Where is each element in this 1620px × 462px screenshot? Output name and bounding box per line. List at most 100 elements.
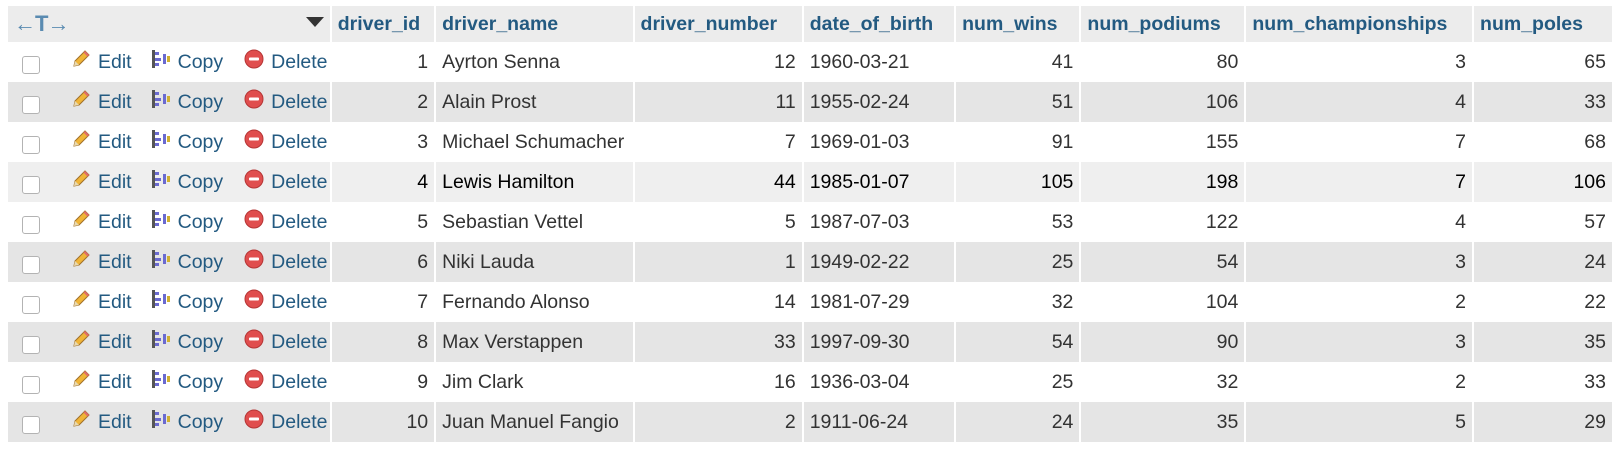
table-row[interactable]: Edit Copy Delete 7 Fernando Alonso 14 1981-07-… — [8, 282, 1612, 322]
delete-link[interactable]: Delete — [243, 48, 328, 76]
cell-num-poles[interactable]: 57 — [1474, 202, 1612, 242]
cell-num-championships[interactable]: 2 — [1246, 282, 1473, 322]
delete-link[interactable]: Delete — [243, 368, 328, 396]
cell-num-poles[interactable]: 35 — [1474, 322, 1612, 362]
cell-driver-name[interactable]: Niki Lauda — [436, 242, 633, 282]
column-header-num-podiums[interactable]: num_podiums — [1081, 6, 1245, 42]
row-checkbox[interactable] — [22, 215, 40, 234]
copy-link[interactable]: Copy — [150, 208, 223, 236]
column-header-num-poles[interactable]: num_poles — [1474, 6, 1612, 42]
row-checkbox[interactable] — [22, 55, 40, 74]
cell-num-poles[interactable]: 33 — [1474, 82, 1612, 122]
cell-driver-number[interactable]: 44 — [634, 162, 802, 202]
copy-link[interactable]: Copy — [150, 368, 223, 396]
cell-driver-number[interactable]: 5 — [634, 202, 802, 242]
table-row[interactable]: Edit Copy Delete 9 Jim Clark 16 1936-03-04 25 32… — [8, 362, 1612, 402]
cell-driver-name[interactable]: Ayrton Senna — [436, 42, 633, 82]
cell-driver-number[interactable]: 2 — [634, 402, 802, 442]
edit-link[interactable]: Edit — [70, 328, 132, 356]
edit-link[interactable]: Edit — [70, 248, 132, 276]
cell-num-podiums[interactable]: 54 — [1081, 242, 1245, 282]
table-row[interactable]: Edit Copy Delete 1 Ayrton Senna 12 1960-03-21 4… — [8, 42, 1612, 82]
cell-driver-name[interactable]: Max Verstappen — [436, 322, 633, 362]
cell-date-of-birth[interactable]: 1997-09-30 — [803, 322, 955, 362]
cell-num-poles[interactable]: 68 — [1474, 122, 1612, 162]
cell-date-of-birth[interactable]: 1985-01-07 — [803, 162, 955, 202]
table-row[interactable]: Edit Copy Delete 3 Michael Schumacher 7 1969-0… — [8, 122, 1612, 162]
cell-num-poles[interactable]: 33 — [1474, 362, 1612, 402]
row-checkbox[interactable] — [22, 255, 40, 274]
delete-link[interactable]: Delete — [243, 328, 328, 356]
cell-date-of-birth[interactable]: 1981-07-29 — [803, 282, 955, 322]
copy-link[interactable]: Copy — [150, 128, 223, 156]
delete-link[interactable]: Delete — [243, 88, 328, 116]
row-checkbox[interactable] — [22, 135, 40, 154]
cell-num-championships[interactable]: 7 — [1246, 122, 1473, 162]
copy-link[interactable]: Copy — [150, 248, 223, 276]
copy-link[interactable]: Copy — [150, 328, 223, 356]
cell-num-wins[interactable]: 25 — [956, 362, 1080, 402]
cell-driver-id[interactable]: 2 — [331, 82, 435, 122]
cell-num-podiums[interactable]: 32 — [1081, 362, 1245, 402]
column-header-driver-id[interactable]: driver_id — [331, 6, 435, 42]
cell-num-poles[interactable]: 24 — [1474, 242, 1612, 282]
table-row[interactable]: Edit Copy Delete 8 Max Verstappen 33 1997-09-3… — [8, 322, 1612, 362]
cell-driver-id[interactable]: 1 — [331, 42, 435, 82]
cell-driver-id[interactable]: 4 — [331, 162, 435, 202]
edit-link[interactable]: Edit — [70, 288, 132, 316]
cell-date-of-birth[interactable]: 1911-06-24 — [803, 402, 955, 442]
cell-num-poles[interactable]: 29 — [1474, 402, 1612, 442]
cell-num-championships[interactable]: 2 — [1246, 362, 1473, 402]
cell-num-wins[interactable]: 24 — [956, 402, 1080, 442]
cell-num-podiums[interactable]: 80 — [1081, 42, 1245, 82]
cell-date-of-birth[interactable]: 1969-01-03 — [803, 122, 955, 162]
cell-driver-number[interactable]: 16 — [634, 362, 802, 402]
cell-num-wins[interactable]: 51 — [956, 82, 1080, 122]
cell-driver-number[interactable]: 33 — [634, 322, 802, 362]
cell-date-of-birth[interactable]: 1960-03-21 — [803, 42, 955, 82]
delete-link[interactable]: Delete — [243, 408, 328, 436]
cell-driver-id[interactable]: 6 — [331, 242, 435, 282]
cell-date-of-birth[interactable]: 1987-07-03 — [803, 202, 955, 242]
column-header-driver-number[interactable]: driver_number — [634, 6, 802, 42]
cell-num-podiums[interactable]: 198 — [1081, 162, 1245, 202]
cell-num-wins[interactable]: 53 — [956, 202, 1080, 242]
cell-driver-id[interactable]: 3 — [331, 122, 435, 162]
copy-link[interactable]: Copy — [150, 88, 223, 116]
delete-link[interactable]: Delete — [243, 168, 328, 196]
cell-num-podiums[interactable]: 35 — [1081, 402, 1245, 442]
cell-num-poles[interactable]: 106 — [1474, 162, 1612, 202]
cell-driver-id[interactable]: 8 — [331, 322, 435, 362]
cell-num-championships[interactable]: 3 — [1246, 42, 1473, 82]
copy-link[interactable]: Copy — [150, 168, 223, 196]
edit-link[interactable]: Edit — [70, 128, 132, 156]
cell-num-wins[interactable]: 32 — [956, 282, 1080, 322]
cell-driver-id[interactable]: 9 — [331, 362, 435, 402]
copy-link[interactable]: Copy — [150, 408, 223, 436]
edit-link[interactable]: Edit — [70, 88, 132, 116]
cell-driver-number[interactable]: 7 — [634, 122, 802, 162]
edit-link[interactable]: Edit — [70, 368, 132, 396]
cell-num-wins[interactable]: 41 — [956, 42, 1080, 82]
cell-num-championships[interactable]: 5 — [1246, 402, 1473, 442]
cell-num-wins[interactable]: 105 — [956, 162, 1080, 202]
cell-driver-name[interactable]: Alain Prost — [436, 82, 633, 122]
cell-driver-name[interactable]: Lewis Hamilton — [436, 162, 633, 202]
row-checkbox[interactable] — [22, 415, 40, 434]
delete-link[interactable]: Delete — [243, 248, 328, 276]
cell-date-of-birth[interactable]: 1955-02-24 — [803, 82, 955, 122]
row-checkbox[interactable] — [22, 375, 40, 394]
cell-date-of-birth[interactable]: 1936-03-04 — [803, 362, 955, 402]
edit-link[interactable]: Edit — [70, 48, 132, 76]
table-row[interactable]: Edit Copy Delete 4 Lewis Hamilton 44 1985-01-0… — [8, 162, 1612, 202]
copy-link[interactable]: Copy — [150, 48, 223, 76]
sort-dropdown-icon[interactable] — [305, 17, 324, 27]
cell-driver-id[interactable]: 10 — [331, 402, 435, 442]
cell-num-championships[interactable]: 3 — [1246, 322, 1473, 362]
delete-link[interactable]: Delete — [243, 128, 328, 156]
cell-num-wins[interactable]: 25 — [956, 242, 1080, 282]
cell-driver-name[interactable]: Juan Manuel Fangio — [436, 402, 633, 442]
cell-num-podiums[interactable]: 106 — [1081, 82, 1245, 122]
cell-num-championships[interactable]: 4 — [1246, 202, 1473, 242]
table-row[interactable]: Edit Copy Delete 5 Sebastian Vettel 5 1987-07-… — [8, 202, 1612, 242]
